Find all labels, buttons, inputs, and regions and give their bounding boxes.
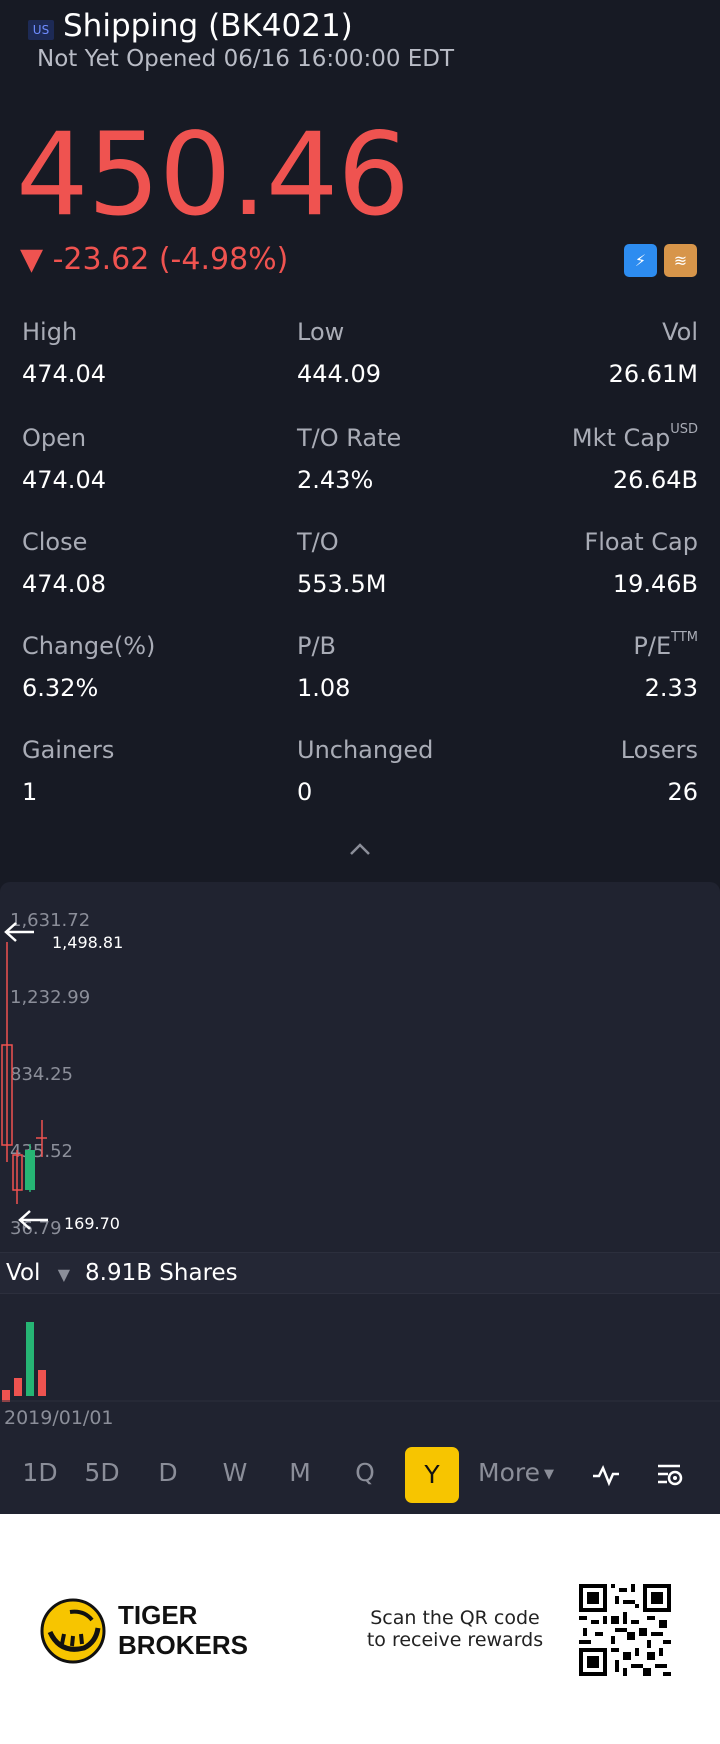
close-label: Close xyxy=(22,528,88,556)
candle-2 xyxy=(12,1150,23,1204)
brand-line2: BROKERS xyxy=(118,1630,249,1660)
volume-bar-2 xyxy=(14,1378,22,1396)
brand-name: TIGER BROKERS xyxy=(118,1600,248,1660)
qr-promo-text: Scan the QR code to receive rewards xyxy=(360,1607,550,1651)
volume-bar-1 xyxy=(2,1390,10,1402)
losers-label: Losers xyxy=(620,736,698,764)
candle-3 xyxy=(25,1144,35,1192)
low-marker-value: 169.70 xyxy=(64,1214,120,1233)
price-change: ▼ -23.62 (-4.98%) xyxy=(20,242,289,277)
tab-m[interactable]: M xyxy=(289,1458,311,1487)
high-label: High xyxy=(22,318,78,346)
ttm-superscript: TTM xyxy=(671,630,698,645)
layers-icon[interactable]: ≋ xyxy=(664,244,697,277)
turnover-label: T/O xyxy=(297,528,339,556)
more-dropdown[interactable]: More ▼ xyxy=(478,1458,558,1487)
lightning-level1-icon[interactable]: ⚡ xyxy=(624,244,657,277)
y-tick-3: 834.25 xyxy=(10,1064,73,1085)
pb-label: P/B xyxy=(297,632,337,660)
chart-settings-icon[interactable] xyxy=(656,1462,684,1488)
scan-line1: Scan the QR code xyxy=(370,1607,540,1629)
page-title: Shipping (BK4021) xyxy=(63,8,353,44)
volume-value: 8.91B Shares xyxy=(85,1260,238,1286)
candle-4 xyxy=(36,1120,47,1157)
gainers-value: 1 xyxy=(22,778,38,806)
change-pct-value: 6.32% xyxy=(22,674,99,702)
tab-y[interactable]: Y xyxy=(405,1447,459,1503)
x-axis-date: 2019/01/01 xyxy=(4,1407,114,1429)
pb-value: 1.08 xyxy=(297,674,351,702)
volume-bar-4 xyxy=(38,1370,46,1396)
high-marker-arrow-icon xyxy=(4,922,34,942)
tab-w[interactable]: W xyxy=(222,1458,248,1487)
market-cap-value: 26.64B xyxy=(612,466,698,494)
more-caret-icon: ▼ xyxy=(543,1466,554,1482)
market-cap-label: Mkt CapUSD xyxy=(571,422,698,452)
pe-label: P/ETTM xyxy=(633,630,698,660)
y-tick-2: 1,232.99 xyxy=(10,987,91,1008)
vol-label: Vol xyxy=(662,318,698,346)
candlestick-chart[interactable] xyxy=(0,882,720,1252)
float-cap-label: Float Cap xyxy=(584,528,698,556)
turnover-value: 553.5M xyxy=(297,570,387,598)
high-marker-value: 1,498.81 xyxy=(52,933,124,952)
close-value: 474.08 xyxy=(22,570,106,598)
market-flag: US xyxy=(28,20,54,40)
low-marker-arrow-icon xyxy=(18,1210,48,1230)
indicator-icon[interactable] xyxy=(592,1463,620,1487)
volume-label: Vol xyxy=(6,1260,41,1286)
volume-indicator-selector[interactable]: Vol ▼ xyxy=(6,1260,70,1286)
turnover-rate-label: T/O Rate xyxy=(297,424,402,452)
tab-1d[interactable]: 1D xyxy=(22,1458,58,1487)
brand-line1: TIGER xyxy=(118,1600,198,1630)
turnover-rate-value: 2.43% xyxy=(297,466,374,494)
open-value: 474.04 xyxy=(22,466,106,494)
pe-value: 2.33 xyxy=(644,674,698,702)
collapse-chevron-icon[interactable] xyxy=(349,842,371,856)
float-cap-value: 19.46B xyxy=(612,570,698,598)
low-value: 444.09 xyxy=(297,360,381,388)
volume-chart xyxy=(0,1322,720,1402)
currency-superscript: USD xyxy=(670,422,698,437)
qr-code-icon xyxy=(579,1584,671,1676)
volume-header xyxy=(0,1252,720,1294)
volume-bar-3 xyxy=(26,1322,34,1396)
tab-d[interactable]: D xyxy=(158,1458,178,1487)
change-pct-label: Change(%) xyxy=(22,632,156,660)
low-label: Low xyxy=(297,318,345,346)
candle-1 xyxy=(1,942,13,1162)
last-price: 450.46 xyxy=(16,108,410,241)
vol-value: 26.61M xyxy=(608,360,698,388)
more-label: More xyxy=(478,1458,540,1487)
open-label: Open xyxy=(22,424,87,452)
dropdown-caret-icon: ▼ xyxy=(57,1265,71,1284)
unchanged-label: Unchanged xyxy=(297,736,434,764)
market-status: Not Yet Opened 06/16 16:00:00 EDT xyxy=(37,46,455,72)
gainers-label: Gainers xyxy=(22,736,115,764)
tab-q[interactable]: Q xyxy=(355,1458,375,1487)
high-value: 474.04 xyxy=(22,360,106,388)
scan-line2: to receive rewards xyxy=(366,1629,544,1651)
tiger-brokers-logo-icon xyxy=(40,1598,106,1664)
losers-value: 26 xyxy=(667,778,698,806)
unchanged-value: 0 xyxy=(297,778,313,806)
chart-panel[interactable] xyxy=(0,882,720,1514)
tab-5d[interactable]: 5D xyxy=(84,1458,120,1487)
y-tick-1: 1,631.72 xyxy=(10,910,91,931)
